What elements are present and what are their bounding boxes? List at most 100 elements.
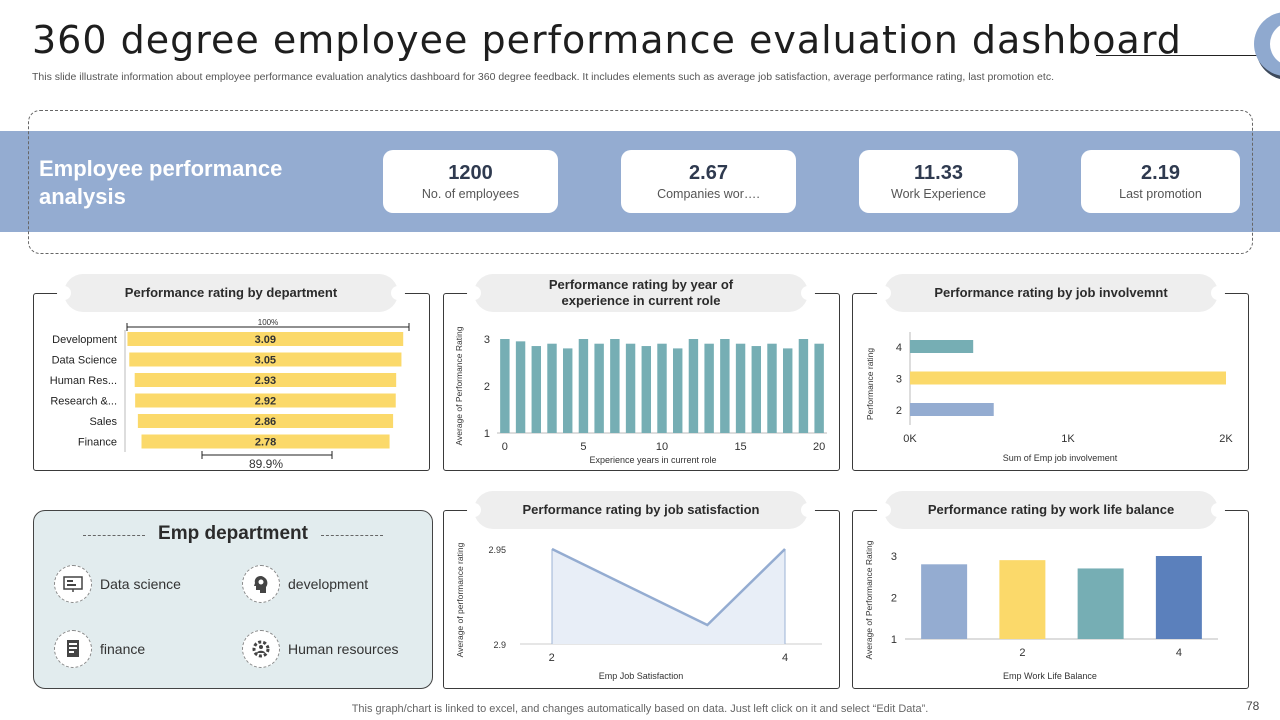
kpi-value: 1200 bbox=[448, 162, 493, 184]
experience-bar bbox=[751, 346, 761, 433]
worklife-bar bbox=[921, 564, 968, 639]
experience-bar bbox=[735, 343, 746, 433]
emp-dept-label: finance bbox=[100, 641, 146, 657]
experience-x-tick: 10 bbox=[656, 441, 668, 453]
worklife-x-label: Emp Work Life Balance bbox=[1003, 671, 1097, 681]
experience-bar bbox=[578, 339, 589, 433]
page-number: 78 bbox=[1246, 699, 1260, 713]
corner-ring-decoration bbox=[1254, 12, 1280, 79]
experience-y-tick: 2 bbox=[484, 381, 490, 393]
experience-bar bbox=[531, 346, 541, 433]
satisfaction-x-label: Emp Job Satisfaction bbox=[599, 671, 684, 681]
chart-title-dept: Performance rating by department bbox=[57, 274, 405, 312]
dept-bottom-label: 89.9% bbox=[249, 457, 283, 471]
experience-bar bbox=[547, 343, 557, 433]
emp-dept-label: Data science bbox=[100, 576, 181, 592]
satisfaction-line bbox=[551, 547, 786, 627]
presentation-icon bbox=[54, 565, 92, 603]
involvement-x-tick: 0K bbox=[903, 433, 917, 445]
experience-bar bbox=[783, 348, 793, 433]
experience-x-tick: 20 bbox=[813, 441, 825, 453]
experience-bar bbox=[673, 348, 683, 433]
satisfaction-x-tick: 2 bbox=[549, 652, 555, 664]
involvement-category-label: 4 bbox=[896, 342, 902, 354]
satisfaction-x-tick: 4 bbox=[782, 652, 788, 664]
involvement-x-tick: 2K bbox=[1219, 433, 1233, 445]
kpi-label: Work Experience bbox=[891, 187, 986, 201]
experience-bar bbox=[641, 346, 651, 433]
dept-bar-label: 3.09 bbox=[255, 334, 276, 346]
title-dash-left bbox=[83, 535, 145, 536]
worklife-bar bbox=[999, 560, 1046, 639]
worklife-y-tick: 2 bbox=[891, 593, 897, 605]
dept-top-label: 100% bbox=[258, 318, 278, 327]
involvement-x-tick: 1K bbox=[1061, 433, 1075, 445]
dept-bar-label: 2.92 bbox=[255, 396, 276, 408]
title-rule bbox=[1096, 55, 1280, 56]
dept-category-label: Finance bbox=[78, 437, 117, 449]
footer-note: This graph/chart is linked to excel, and… bbox=[351, 703, 929, 715]
dept-bar bbox=[137, 414, 394, 428]
experience-bar bbox=[798, 339, 809, 433]
experience-bar bbox=[500, 339, 510, 433]
dept-bar-label: 3.05 bbox=[255, 355, 276, 367]
kpi-value: 2.67 bbox=[689, 162, 728, 184]
experience-bar bbox=[625, 343, 636, 433]
kpi-label: No. of employees bbox=[421, 187, 520, 201]
experience-x-tick: 5 bbox=[580, 441, 586, 453]
kpi-value: 11.33 bbox=[914, 162, 963, 184]
people-gear-icon bbox=[242, 630, 280, 668]
worklife-y-tick: 3 bbox=[891, 551, 897, 563]
dept-bar bbox=[135, 393, 396, 408]
worklife-x-tick: 2 bbox=[1019, 647, 1025, 659]
kpi-card-last-promotion: 2.19 Last promotion bbox=[1081, 150, 1240, 213]
experience-y-label: Average of Performance Rating bbox=[454, 326, 464, 445]
chart-title-satisfaction: Performance rating by job satisfaction bbox=[467, 491, 815, 529]
emp-department-card bbox=[33, 510, 433, 689]
experience-x-tick: 0 bbox=[502, 441, 508, 453]
kpi-label: Last promotion bbox=[1119, 187, 1202, 201]
kpi-card-employees: 1200 No. of employees bbox=[383, 150, 558, 213]
worklife-bar bbox=[1077, 568, 1124, 639]
experience-bar bbox=[594, 343, 604, 433]
chart-title-worklife: Performance rating by work life balance bbox=[877, 491, 1225, 529]
experience-bar bbox=[515, 341, 526, 433]
worklife-x-tick: 4 bbox=[1176, 647, 1182, 659]
dept-bar bbox=[134, 373, 397, 387]
worklife-bar bbox=[1155, 556, 1202, 639]
experience-bar bbox=[610, 339, 620, 433]
head-gear-icon bbox=[242, 565, 280, 603]
kpi-band-outline bbox=[28, 110, 1253, 254]
emp-department-title: Emp department bbox=[158, 523, 308, 544]
experience-bar bbox=[688, 339, 699, 433]
dept-category-label: Research &... bbox=[50, 396, 117, 408]
worklife-y-tick: 1 bbox=[891, 634, 897, 646]
involvement-bar bbox=[910, 371, 1226, 385]
page-title: 360 degree employee performance evaluati… bbox=[32, 18, 1182, 62]
dept-bar-label: 2.93 bbox=[255, 375, 276, 387]
involvement-y-label: Performance rating bbox=[865, 348, 875, 421]
emp-dept-label: development bbox=[288, 576, 369, 592]
dept-bar-label: 2.86 bbox=[255, 416, 276, 428]
kpi-card-work-experience: 11.33 Work Experience bbox=[859, 150, 1018, 213]
page-subtitle: This slide illustrate information about … bbox=[32, 71, 1054, 83]
dept-bar bbox=[141, 434, 390, 449]
experience-x-label: Experience years in current role bbox=[589, 455, 716, 465]
experience-y-tick: 3 bbox=[484, 334, 490, 346]
dept-category-label: Data Science bbox=[52, 355, 117, 367]
involvement-category-label: 2 bbox=[896, 405, 902, 417]
dept-category-label: Human Res... bbox=[50, 375, 117, 387]
involvement-category-label: 3 bbox=[896, 374, 902, 386]
kpi-label: Companies wor…. bbox=[657, 187, 760, 201]
involvement-x-label: Sum of Emp job involvement bbox=[1003, 453, 1118, 463]
ledger-icon bbox=[54, 630, 92, 668]
experience-bar bbox=[704, 343, 714, 433]
experience-x-tick: 15 bbox=[734, 441, 746, 453]
satisfaction-y-tick: 2.9 bbox=[493, 640, 506, 650]
emp-dept-label: Human resources bbox=[288, 641, 399, 657]
experience-bar bbox=[814, 343, 824, 433]
involvement-bar bbox=[910, 403, 994, 416]
dept-bar bbox=[127, 332, 404, 346]
kpi-value: 2.19 bbox=[1141, 162, 1180, 184]
